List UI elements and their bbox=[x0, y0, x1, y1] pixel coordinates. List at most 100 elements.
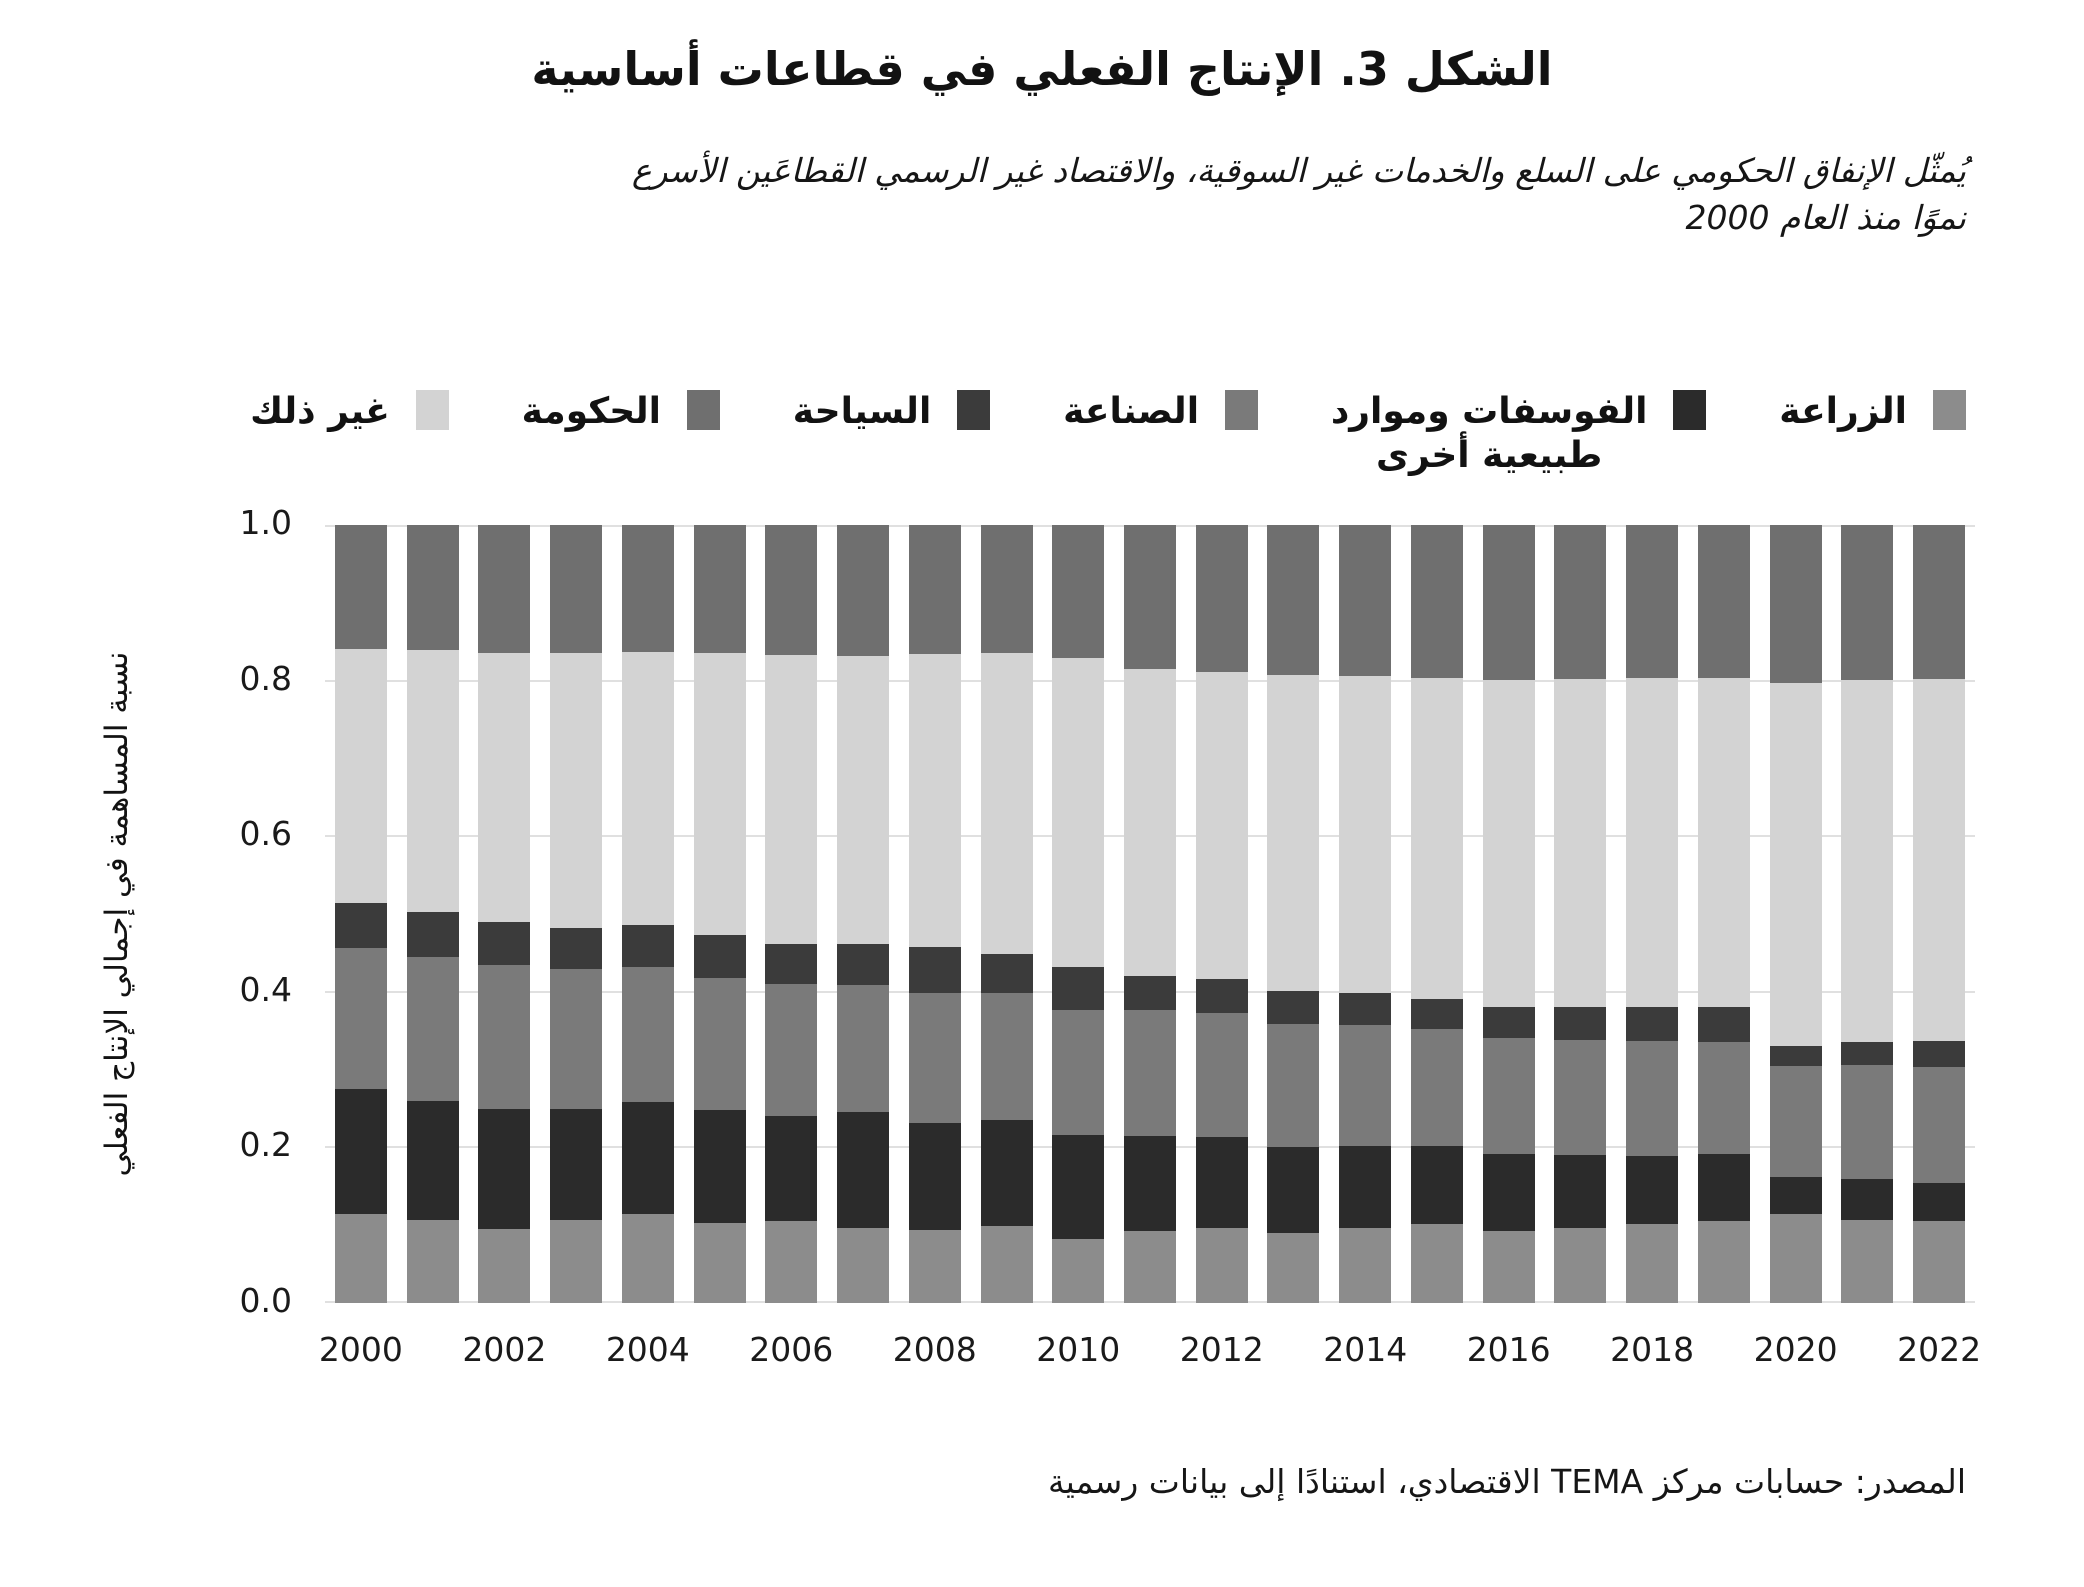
bar-segment bbox=[1697, 525, 1750, 679]
legend-item-4: الحكومة bbox=[522, 390, 721, 434]
bar-2006 bbox=[765, 525, 818, 1303]
bar-segment bbox=[1124, 1009, 1176, 1136]
legend-item-0: الزراعة bbox=[1779, 390, 1966, 434]
bar-segment bbox=[1554, 1155, 1607, 1229]
bar-segment bbox=[334, 525, 387, 650]
bar-2007 bbox=[837, 525, 890, 1303]
bar-segment bbox=[478, 652, 531, 922]
bar-2004 bbox=[621, 525, 674, 1303]
y-tick-label: 0.8 bbox=[239, 658, 292, 698]
bar-2013 bbox=[1267, 525, 1320, 1303]
bar-2020 bbox=[1769, 525, 1822, 1303]
bar-segment bbox=[1697, 678, 1750, 1007]
bar-segment bbox=[1841, 679, 1894, 1043]
bar-segment bbox=[1769, 1046, 1822, 1066]
legend-item-5: غير ذلك bbox=[250, 390, 449, 434]
bar-segment bbox=[406, 525, 459, 651]
bar-segment bbox=[1769, 1176, 1822, 1215]
bar-segment bbox=[1339, 1025, 1392, 1146]
y-tick-label: 1.0 bbox=[239, 503, 292, 542]
bar-segment bbox=[765, 943, 818, 985]
bar-segment bbox=[478, 921, 531, 965]
bar-segment bbox=[765, 1116, 818, 1222]
legend-label: الزراعة bbox=[1779, 391, 1907, 432]
bar-segment bbox=[1697, 1221, 1750, 1303]
bar-segment bbox=[1769, 1214, 1822, 1303]
bar-segment bbox=[334, 1214, 387, 1303]
bar-segment bbox=[1052, 966, 1105, 1010]
bar-segment bbox=[980, 653, 1033, 954]
bar-2022 bbox=[1913, 525, 1966, 1303]
bar-segment bbox=[1554, 525, 1607, 680]
bar-segment bbox=[693, 653, 746, 936]
bar-segment bbox=[1052, 1009, 1105, 1135]
bar-2010 bbox=[1052, 525, 1105, 1303]
bar-segment bbox=[406, 956, 459, 1101]
x-tick-label: 2020 bbox=[1753, 1330, 1838, 1369]
bar-segment bbox=[693, 977, 746, 1111]
bar-segment bbox=[1267, 1232, 1320, 1303]
bar-segment bbox=[550, 1219, 603, 1303]
bar-segment bbox=[1913, 1040, 1966, 1068]
legend-label: السياحة bbox=[792, 391, 932, 432]
bar-segment bbox=[765, 654, 818, 944]
bar-2014 bbox=[1339, 525, 1392, 1303]
bar-segment bbox=[908, 1122, 961, 1230]
x-tick-label: 2018 bbox=[1610, 1330, 1695, 1369]
bar-segment bbox=[1052, 658, 1105, 967]
bar-segment bbox=[621, 1101, 674, 1215]
bar-segment bbox=[1769, 525, 1822, 683]
bar-segment bbox=[1482, 525, 1535, 680]
bar-segment bbox=[908, 1229, 961, 1303]
bar-segment bbox=[765, 984, 818, 1117]
bar-segment bbox=[1267, 1023, 1320, 1147]
x-tick-label: 2002 bbox=[462, 1330, 547, 1369]
bar-segment bbox=[1482, 679, 1535, 1007]
y-tick-label: 0.2 bbox=[239, 1125, 292, 1165]
legend-item-3: السياحة bbox=[792, 390, 991, 434]
bar-segment bbox=[1410, 998, 1463, 1030]
bar-segment bbox=[980, 1225, 1033, 1303]
bar-segment bbox=[1913, 1183, 1966, 1222]
subtitle-line-1: يُمثّل الإنفاق الحكومي على السلع والخدما… bbox=[631, 151, 1966, 190]
bar-segment bbox=[1052, 1239, 1105, 1303]
bar-segment bbox=[334, 948, 387, 1090]
bar-segment bbox=[406, 911, 459, 957]
bar-segment bbox=[837, 1112, 890, 1228]
x-tick-label: 2016 bbox=[1466, 1330, 1551, 1369]
bar-2005 bbox=[693, 525, 746, 1303]
x-tick-label: 2022 bbox=[1897, 1330, 1982, 1369]
bar-segment bbox=[1769, 1065, 1822, 1177]
bar-segment bbox=[908, 947, 961, 993]
bar-segment bbox=[1913, 1221, 1966, 1303]
bar-segment bbox=[334, 1089, 387, 1215]
bar-segment bbox=[334, 903, 387, 949]
bar-segment bbox=[837, 1227, 890, 1303]
bar-segment bbox=[1913, 1067, 1966, 1184]
bar-2001 bbox=[406, 525, 459, 1303]
bar-segment bbox=[1841, 1042, 1894, 1065]
legend-swatch bbox=[1933, 390, 1966, 430]
bar-2015 bbox=[1410, 525, 1463, 1303]
x-tick-label: 2008 bbox=[892, 1330, 977, 1369]
bar-segment bbox=[1626, 1155, 1679, 1225]
legend-swatch bbox=[957, 390, 991, 430]
bar-segment bbox=[621, 924, 674, 967]
bar-segment bbox=[980, 993, 1033, 1121]
x-tick-label: 2004 bbox=[605, 1330, 690, 1369]
bar-segment bbox=[1482, 1154, 1535, 1231]
bar-segment bbox=[1410, 677, 1463, 999]
bar-segment bbox=[406, 1100, 459, 1220]
legend-swatch bbox=[415, 390, 449, 430]
bar-segment bbox=[1554, 1228, 1607, 1303]
bar-segment bbox=[1482, 1037, 1535, 1155]
bar-segment bbox=[1626, 525, 1679, 678]
x-tick-label: 2014 bbox=[1323, 1330, 1408, 1369]
bar-2000 bbox=[334, 525, 387, 1303]
bar-segment bbox=[1195, 672, 1248, 979]
bar-segment bbox=[980, 525, 1033, 654]
plot-area bbox=[325, 525, 1975, 1303]
bar-segment bbox=[908, 992, 961, 1123]
bar-segment bbox=[550, 653, 603, 929]
bar-segment bbox=[980, 953, 1033, 994]
